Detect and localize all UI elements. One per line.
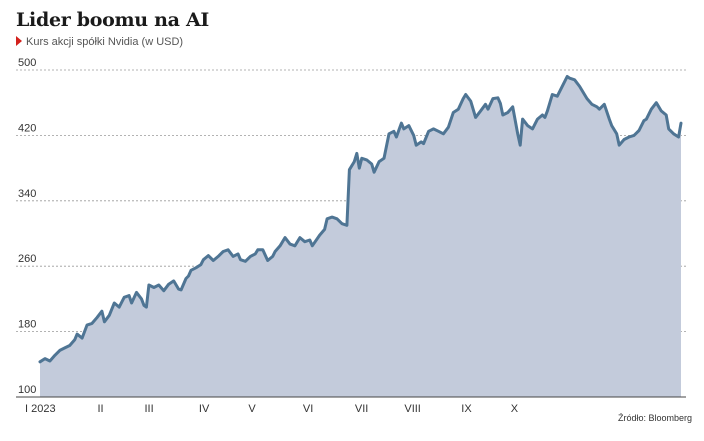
chart-subtitle: Kurs akcji spółki Nvidia (w USD)	[16, 36, 183, 48]
y-tick-label: 500	[18, 57, 36, 69]
x-tick-label: II	[97, 403, 103, 415]
red-triangle-icon	[16, 36, 22, 46]
y-tick-label: 100	[18, 384, 36, 396]
price-area	[40, 76, 681, 397]
x-tick-label: V	[248, 403, 256, 415]
source-note: Źródło: Bloomberg	[617, 413, 692, 423]
chart-title: Lider boomu na AI	[16, 9, 210, 31]
y-tick-label: 260	[18, 253, 36, 265]
x-tick-label: VI	[303, 403, 313, 415]
x-tick-label: X	[511, 403, 519, 415]
y-tick-label: 340	[18, 188, 36, 200]
x-tick-label: IX	[461, 403, 472, 415]
x-tick-label: VII	[355, 403, 368, 415]
x-tick-label: I 2023	[25, 403, 56, 415]
y-axis-ticks: 100 180 260 340 420 500	[18, 57, 36, 396]
y-tick-label: 180	[18, 319, 36, 331]
chart-subtitle-text: Kurs akcji spółki Nvidia (w USD)	[26, 36, 184, 48]
x-tick-label: VIII	[404, 403, 421, 415]
y-tick-label: 420	[18, 122, 36, 134]
price-line	[38, 75, 683, 364]
x-tick-label: IV	[199, 403, 210, 415]
x-axis-ticks: I 2023 II III IV V VI VII VIII IX X	[25, 403, 519, 415]
x-tick-label: III	[144, 403, 153, 415]
